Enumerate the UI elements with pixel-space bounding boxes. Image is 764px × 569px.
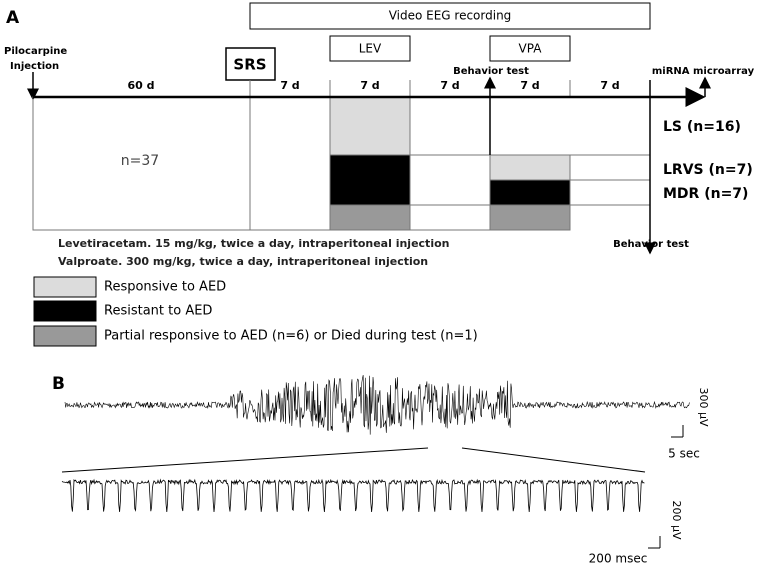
legend-label: Responsive to AED bbox=[104, 280, 226, 295]
mirna-label: miRNA microarray bbox=[652, 66, 755, 77]
cell bbox=[489, 154, 571, 181]
group-label: MDR (n=7) bbox=[663, 186, 748, 202]
behavior-test-label: Behavior test bbox=[613, 239, 689, 250]
scale-label: 200 msec bbox=[589, 552, 648, 566]
video-eeg-box bbox=[249, 2, 651, 30]
group-label: LRVS (n=7) bbox=[663, 162, 753, 178]
eeg-trace bbox=[64, 375, 690, 435]
srs-label: SRS bbox=[233, 56, 266, 74]
behavior-test-label: Behavior test bbox=[453, 66, 529, 77]
panel-label: A bbox=[6, 8, 20, 28]
scale-label: 200 μV bbox=[670, 500, 683, 539]
legend-swatch bbox=[33, 325, 97, 347]
zoom-line bbox=[461, 447, 646, 473]
legend-label: Partial responsive to AED (n=6) or Died … bbox=[104, 329, 478, 344]
dose-text: Levetiracetam. 15 mg/kg, twice a day, in… bbox=[58, 237, 449, 250]
duration-label: 60 d bbox=[127, 79, 154, 92]
eeg-trace bbox=[61, 478, 645, 513]
video-eeg-label: Video EEG recording bbox=[389, 9, 512, 23]
pilocarpine-label: Injection bbox=[10, 61, 59, 72]
cell bbox=[329, 154, 411, 206]
lev-label: LEV bbox=[359, 42, 382, 56]
duration-label: 7 d bbox=[520, 79, 539, 92]
cell bbox=[569, 154, 651, 181]
cell bbox=[489, 179, 571, 206]
pilocarpine-label: Pilocarpine bbox=[4, 46, 67, 57]
panel-label: B bbox=[52, 374, 65, 394]
cell bbox=[569, 179, 651, 206]
duration-label: 7 d bbox=[440, 79, 459, 92]
lev-box bbox=[329, 35, 411, 62]
zoom-line bbox=[61, 447, 429, 473]
dose-text: Valproate. 300 mg/kg, twice a day, intra… bbox=[58, 255, 428, 268]
cell bbox=[329, 96, 411, 156]
legend-label: Resistant to AED bbox=[104, 304, 212, 319]
duration-label: 7 d bbox=[280, 79, 299, 92]
legend-swatch bbox=[33, 300, 97, 322]
cell bbox=[329, 204, 411, 231]
vpa-label: VPA bbox=[519, 42, 543, 56]
n-total: n=37 bbox=[121, 153, 159, 169]
cell bbox=[409, 154, 491, 206]
scale-label: 300 μV bbox=[697, 387, 710, 426]
scale-label: 5 sec bbox=[668, 447, 700, 461]
cell bbox=[409, 204, 491, 231]
vpa-box bbox=[489, 35, 571, 62]
group-label: LS (n=16) bbox=[663, 119, 741, 135]
cell bbox=[489, 204, 571, 231]
duration-label: 7 d bbox=[600, 79, 619, 92]
duration-label: 7 d bbox=[360, 79, 379, 92]
legend-swatch bbox=[33, 276, 97, 298]
